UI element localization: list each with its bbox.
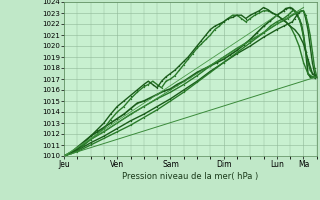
X-axis label: Pression niveau de la mer( hPa ): Pression niveau de la mer( hPa ): [122, 172, 259, 181]
